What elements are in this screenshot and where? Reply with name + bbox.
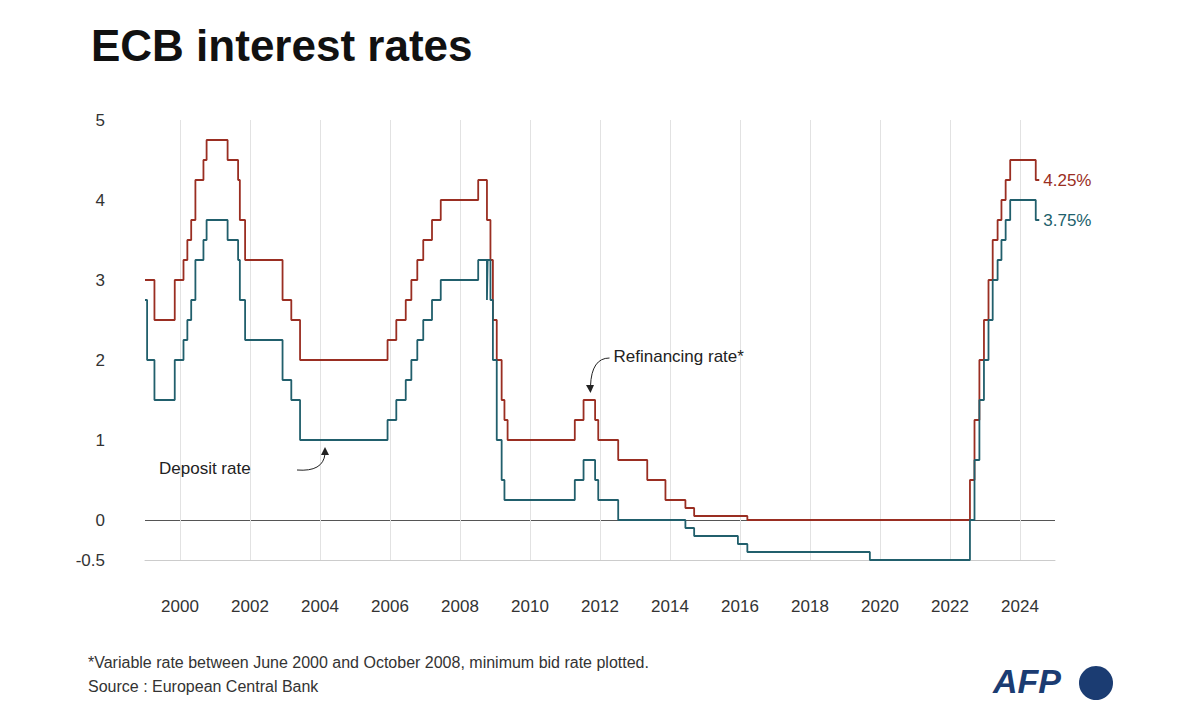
- svg-text:2022: 2022: [931, 597, 969, 616]
- svg-text:3: 3: [96, 271, 105, 290]
- svg-text:2: 2: [96, 351, 105, 370]
- svg-text:2024: 2024: [1001, 597, 1039, 616]
- svg-text:2012: 2012: [581, 597, 619, 616]
- svg-text:Refinancing rate*: Refinancing rate*: [614, 347, 745, 366]
- svg-text:2014: 2014: [651, 597, 689, 616]
- svg-text:-0.5: -0.5: [76, 551, 105, 570]
- svg-text:2016: 2016: [721, 597, 759, 616]
- svg-text:4: 4: [96, 191, 105, 210]
- svg-text:2018: 2018: [791, 597, 829, 616]
- svg-text:AFP: AFP: [992, 662, 1061, 700]
- svg-text:0: 0: [96, 511, 105, 530]
- svg-text:4.25%: 4.25%: [1043, 171, 1091, 190]
- svg-text:Source : European Central Bank: Source : European Central Bank: [88, 678, 319, 695]
- svg-text:2000: 2000: [161, 597, 199, 616]
- svg-text:2004: 2004: [301, 597, 339, 616]
- svg-text:5: 5: [96, 111, 105, 130]
- svg-text:3.75%: 3.75%: [1043, 211, 1091, 230]
- svg-text:1: 1: [96, 431, 105, 450]
- svg-text:2008: 2008: [441, 597, 479, 616]
- svg-text:*Variable rate between June 20: *Variable rate between June 2000 and Oct…: [88, 654, 649, 671]
- svg-text:2010: 2010: [511, 597, 549, 616]
- svg-text:2020: 2020: [861, 597, 899, 616]
- svg-text:ECB interest rates: ECB interest rates: [91, 21, 472, 70]
- svg-text:2002: 2002: [231, 597, 269, 616]
- svg-text:2006: 2006: [371, 597, 409, 616]
- svg-text:Deposit rate: Deposit rate: [159, 459, 251, 478]
